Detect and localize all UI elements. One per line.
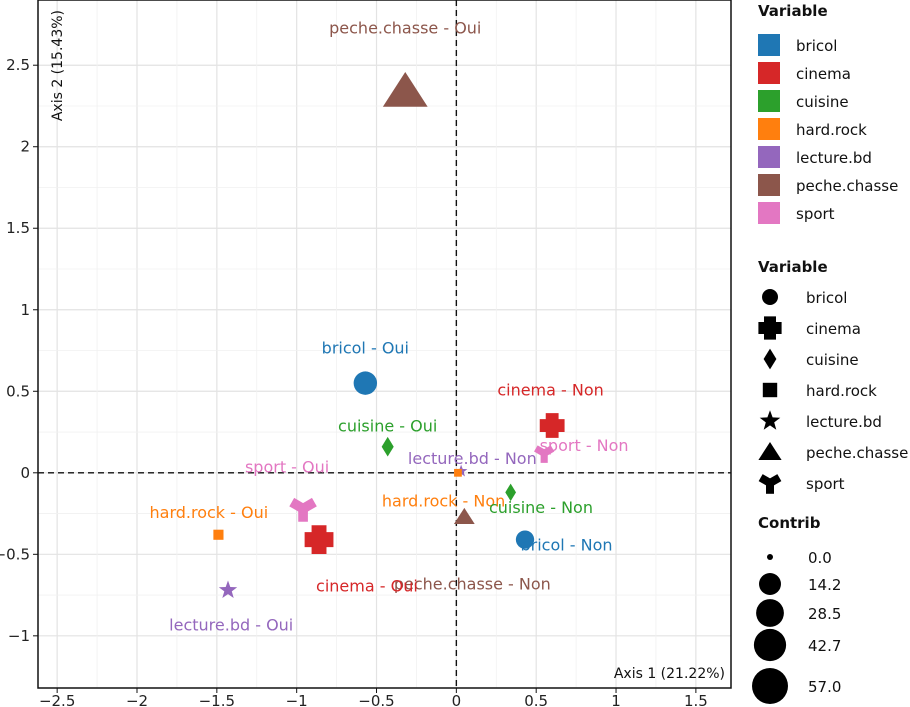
legend-shape-cuisine xyxy=(763,348,777,370)
y-tick-label: 0.5 xyxy=(6,382,30,400)
legend-size-circle-0 xyxy=(767,554,773,560)
legend-color-label-hard-rock: hard.rock xyxy=(796,121,867,139)
legend-shape-label-cinema: cinema xyxy=(806,320,861,338)
legend-color-label-peche-chasse: peche.chasse xyxy=(796,177,898,195)
legend-swatch-hard-rock xyxy=(758,118,780,140)
x-tick-label: −2 xyxy=(126,692,148,707)
legend-shape-label-cuisine: cuisine xyxy=(806,351,859,369)
legend-color-label-sport: sport xyxy=(796,205,835,223)
x-tick-label: −1 xyxy=(286,692,308,707)
legend-swatch-sport xyxy=(758,202,780,224)
legend-size-circle-1 xyxy=(759,573,781,595)
legend-color-label-bricol: bricol xyxy=(796,37,837,55)
y-tick-label: −1 xyxy=(8,627,30,645)
legend-shape-sport xyxy=(758,474,782,494)
point-label-cuisine-non: cuisine - Non xyxy=(489,498,593,517)
x-tick-label: 1 xyxy=(611,692,621,707)
legend-shape-label-sport: sport xyxy=(806,475,845,493)
point-bricol-oui xyxy=(353,371,378,395)
x-tick-label: 0 xyxy=(452,692,462,707)
point-labels-layer: peche.chasse - Oui bricol - Oui cinema - N… xyxy=(150,19,629,635)
legend-swatch-bricol xyxy=(758,34,780,56)
legend-shape-cinema xyxy=(758,316,782,340)
legend-shape-label-hard-rock: hard.rock xyxy=(806,382,877,400)
point-hard-rock-oui xyxy=(213,529,224,540)
plot-frame xyxy=(37,0,732,689)
legend-swatch-cuisine xyxy=(758,90,780,112)
point-label-cinema-non: cinema - Non xyxy=(497,381,603,400)
point-cinema-non xyxy=(539,413,565,438)
x-tick-label: 0.5 xyxy=(524,692,548,707)
legend-swatch-cinema xyxy=(758,62,780,84)
y-tick-label: 1.5 xyxy=(6,219,30,237)
point-label-peche-chasse-non: peche.chasse - Non xyxy=(394,575,551,594)
point-sport-non xyxy=(534,445,555,463)
x-tick-label: −0.5 xyxy=(358,692,394,707)
reference-lines xyxy=(38,0,731,688)
legend-color-label-lecture-bd: lecture.bd xyxy=(796,149,872,167)
x-axis-label: Axis 1 (21.22%) xyxy=(614,666,725,682)
point-label-bricol-non: bricol - Non xyxy=(521,536,613,555)
legend-size-title: Contrib xyxy=(758,514,821,532)
legend-shape-label-peche-chasse: peche.chasse xyxy=(806,444,908,462)
points-layer xyxy=(213,71,565,598)
legend-size-label-2: 28.5 xyxy=(808,605,841,623)
legend-shape-label-bricol: bricol xyxy=(806,289,847,307)
legend-size-circle-4 xyxy=(752,668,788,704)
legend-shape-lecture-bd xyxy=(759,410,781,430)
point-label-bricol-oui: bricol - Oui xyxy=(322,338,409,357)
point-cuisine-non xyxy=(505,483,517,502)
y-tick-label: 2.5 xyxy=(6,56,30,74)
legend-size-circle-3 xyxy=(753,628,787,662)
legend-shape: Variable bricol cinema cuisine hard.rock lec… xyxy=(758,258,908,494)
point-label-cuisine-oui: cuisine - Oui xyxy=(338,417,437,436)
point-cinema-oui xyxy=(304,525,334,555)
point-peche-chasse-oui xyxy=(382,71,428,107)
legend-shape-title: Variable xyxy=(758,258,828,276)
legend-size-label-0: 0.0 xyxy=(808,549,832,567)
point-sport-oui xyxy=(289,497,317,522)
legend-shape-bricol xyxy=(762,289,778,305)
legend-color-label-cinema: cinema xyxy=(796,65,851,83)
point-lecture-bd-oui xyxy=(218,580,238,598)
y-tick-label: 2 xyxy=(20,138,30,156)
legend-size-label-4: 57.0 xyxy=(808,678,841,696)
point-cuisine-oui xyxy=(381,436,394,457)
y-tick-label: 0 xyxy=(20,464,30,482)
legend-color: Variable bricol cinema cuisine hard.rock lec… xyxy=(758,2,898,224)
y-tick-label: −0.5 xyxy=(0,545,30,563)
point-label-peche-chasse-oui: peche.chasse - Oui xyxy=(329,19,481,38)
legend-size-label-1: 14.2 xyxy=(808,576,841,594)
point-label-hard-rock-oui: hard.rock - Oui xyxy=(150,503,269,522)
point-peche-chasse-non xyxy=(453,507,475,524)
legend-shape-label-lecture-bd: lecture.bd xyxy=(806,413,882,431)
point-label-lecture-bd-non: lecture.bd - Non xyxy=(408,449,537,468)
point-label-cinema-oui: cinema - Oui xyxy=(316,576,418,595)
legend-shape-hard-rock xyxy=(762,382,778,398)
y-ticks: −1 −0.5 0 0.5 1 1.5 2 2.5 xyxy=(0,56,38,645)
legend-size-circle-2 xyxy=(756,599,784,627)
legend-color-title: Variable xyxy=(758,2,828,20)
x-tick-label: −2.5 xyxy=(39,692,75,707)
legend-swatch-lecture-bd xyxy=(758,146,780,168)
point-label-hard-rock-non: hard.rock - Non xyxy=(382,492,505,511)
x-ticks: −2.5 −2 −1.5 −1 −0.5 0 0.5 1 1.5 xyxy=(39,688,708,707)
point-hard-rock-non xyxy=(454,468,462,477)
point-label-sport-non: sport - Non xyxy=(540,436,629,455)
legend-size: Contrib 0.0 14.2 28.5 42.7 57.0 xyxy=(752,514,841,704)
legend-shape-peche-chasse xyxy=(758,442,782,460)
point-label-sport-oui: sport - Oui xyxy=(245,457,329,476)
x-tick-label: 1.5 xyxy=(684,692,708,707)
legend-swatch-peche-chasse xyxy=(758,174,780,196)
y-tick-label: 1 xyxy=(20,301,30,319)
point-label-lecture-bd-oui: lecture.bd - Oui xyxy=(169,615,293,634)
legend-color-label-cuisine: cuisine xyxy=(796,93,849,111)
y-axis-label: Axis 2 (15.43%) xyxy=(50,10,66,121)
x-tick-label: −1.5 xyxy=(199,692,235,707)
legend-size-label-3: 42.7 xyxy=(808,637,841,655)
point-bricol-non xyxy=(515,530,535,549)
